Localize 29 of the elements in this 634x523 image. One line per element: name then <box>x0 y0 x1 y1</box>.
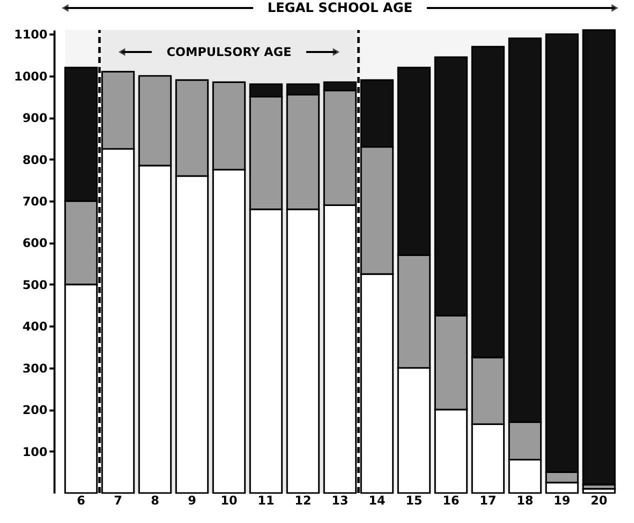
x-tick-label: 10 <box>220 494 238 508</box>
y-tick-label: 500 <box>22 278 48 292</box>
y-tick-label: 200 <box>22 403 48 418</box>
x-tick-label: 18 <box>516 494 534 508</box>
x-tick-label: 14 <box>368 494 386 508</box>
band-label: COMPULSORY AGE <box>166 45 292 59</box>
y-tick-label: 700 <box>22 194 48 209</box>
bar <box>582 29 616 486</box>
y-tick-label: 100 <box>22 444 48 459</box>
y-tick-label: 300 <box>22 361 48 376</box>
x-tick-label: 9 <box>188 494 196 508</box>
band-label: LEGAL SCHOOL AGE <box>267 1 413 16</box>
x-tick-label: 8 <box>150 494 160 508</box>
y-tick-label: 900 <box>22 111 48 126</box>
x-tick-label: 11 <box>258 494 274 508</box>
x-tick-label: 17 <box>480 494 496 508</box>
y-tick-label: 1000 <box>14 69 48 84</box>
y-tick-label: 600 <box>22 236 48 250</box>
x-tick-label: 6 <box>76 494 86 508</box>
x-tick-label: 16 <box>442 494 460 508</box>
x-tick-label: 20 <box>590 494 608 508</box>
x-tick-label: 15 <box>406 494 422 508</box>
y-tick-label: 800 <box>22 152 48 167</box>
y-tick-label: 400 <box>22 320 48 334</box>
x-tick-label: 19 <box>554 494 570 508</box>
x-tick-label: 7 <box>114 494 122 508</box>
x-tick-label: 13 <box>332 494 348 508</box>
y-tick-label: 1100 <box>14 28 48 42</box>
x-tick-label: 12 <box>294 494 312 508</box>
